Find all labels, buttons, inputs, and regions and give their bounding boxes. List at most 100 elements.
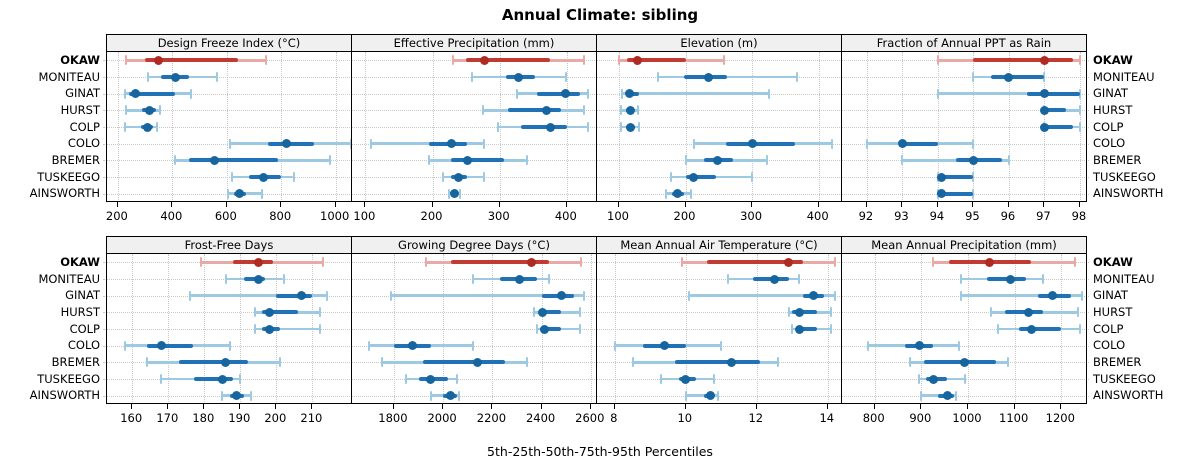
axis-tick-mark [1060, 404, 1062, 409]
whisker-cap [765, 155, 768, 166]
axis-tick-mark [311, 404, 313, 409]
axis-tick-mark [755, 404, 757, 409]
axis-tick-mark [972, 202, 974, 207]
site-label-left-colp: COLP [69, 119, 100, 134]
axis-tick-label: 8 [610, 411, 618, 425]
whisker-cap [159, 105, 162, 116]
whisker-cap [123, 88, 126, 99]
whisker-cap [123, 122, 126, 132]
whisker-cap [578, 324, 581, 334]
whisker-cap [932, 257, 934, 268]
range-25-75 [450, 260, 549, 265]
site-label-left-okaw: OKAW [60, 53, 100, 67]
range-25-75 [539, 310, 562, 315]
gridline-stub [1085, 312, 1089, 314]
gridline-vertical [752, 52, 754, 201]
gridline-horizontal [842, 312, 1086, 314]
axis-strip: 200 400 600 800 1000 [106, 202, 352, 229]
whisker-cap [471, 274, 474, 284]
axis-tick-mark [826, 404, 828, 409]
gridline-stub [103, 295, 107, 297]
gridline-vertical [492, 254, 494, 403]
gridline-horizontal [107, 93, 351, 95]
panel-plot [841, 254, 1087, 404]
whisker-cap [972, 72, 975, 82]
axis-tick-label: 97 [1036, 209, 1051, 223]
median-dot [1004, 72, 1014, 82]
median-dot [936, 189, 946, 199]
median-dot [713, 155, 722, 165]
site-label-left-moniteau: MONITEAU [38, 69, 100, 84]
median-dot [748, 139, 758, 149]
whisker-cap [688, 290, 691, 301]
gridline-vertical [685, 254, 687, 403]
gridline-stub [1085, 279, 1089, 280]
gridline-stub [1085, 177, 1089, 178]
median-dot [542, 105, 552, 115]
gridline-vertical [132, 254, 134, 403]
axis-strip: 8 10 12 14 [596, 404, 842, 431]
gridline-vertical [818, 52, 820, 201]
median-dot [1024, 307, 1034, 317]
whisker-cap [146, 72, 149, 82]
figure-title: Annual Climate: sibling [501, 6, 699, 24]
axis-tick-label: 2000 [427, 411, 457, 425]
axis-tick-mark [967, 404, 968, 409]
whisker-cap [1041, 274, 1044, 284]
panel-plot [841, 52, 1087, 202]
whisker-cap [481, 105, 484, 116]
whisker-cap [791, 324, 794, 334]
gridline-vertical [226, 52, 228, 201]
range-25-75 [145, 58, 238, 63]
median-dot [426, 374, 436, 384]
site-label-left-ainsworth: AINSWORTH [29, 186, 100, 201]
median-dot [784, 257, 794, 267]
gridline-horizontal [107, 312, 351, 314]
whisker-cap [1081, 290, 1084, 301]
site-label-right-okaw: OKAW [1093, 53, 1133, 67]
axis-tick-mark [817, 202, 819, 207]
median-dot [673, 189, 683, 199]
whisker-cap [659, 374, 662, 384]
whisker-cap [496, 122, 499, 132]
axis-tick-mark [334, 202, 336, 207]
whisker-cap [587, 122, 590, 132]
whisker-cap [221, 390, 224, 401]
site-label-left-colp: COLP [69, 321, 100, 336]
whisker-cap [689, 188, 692, 199]
whisker-cap [722, 55, 725, 66]
median-dot [794, 324, 804, 334]
range-25-75 [937, 175, 974, 179]
axis-tick-mark [167, 404, 169, 409]
gridline-stub [103, 345, 107, 347]
gridline-horizontal [107, 110, 351, 112]
gridline-stub [103, 362, 107, 364]
site-label-left-okaw: OKAW [60, 255, 100, 269]
site-label-left-tuskeego: TUSKEEGO [37, 169, 100, 184]
panel-header: Mean Annual Precipitation (mm) [841, 236, 1087, 254]
whisker-cap [720, 340, 723, 351]
axis-strip: 800 900 1000 1100 1200 [841, 404, 1087, 431]
gridline-stub [1085, 295, 1089, 297]
gridline-stub [1085, 110, 1089, 112]
range-25-75 [233, 260, 273, 265]
whisker-cap [693, 138, 696, 149]
whisker-cap [250, 390, 253, 401]
axis-tick-mark [392, 404, 394, 409]
gridline-stub [1085, 160, 1089, 162]
axis-tick-mark [751, 202, 753, 207]
median-dot [539, 324, 549, 334]
range-25-75 [795, 327, 818, 331]
median-dot [480, 55, 490, 65]
gridline-horizontal [352, 193, 596, 195]
whisker-cap [174, 155, 177, 166]
whisker-cap [1078, 88, 1081, 99]
gridline-horizontal [842, 329, 1086, 330]
axis-tick-label: 1000 [320, 209, 350, 223]
gridline-horizontal [842, 395, 1086, 397]
median-dot [450, 189, 460, 199]
gridline-horizontal [597, 127, 841, 128]
whisker-cap [1079, 324, 1081, 334]
axis-tick-mark [1013, 404, 1015, 409]
median-dot [936, 172, 946, 182]
